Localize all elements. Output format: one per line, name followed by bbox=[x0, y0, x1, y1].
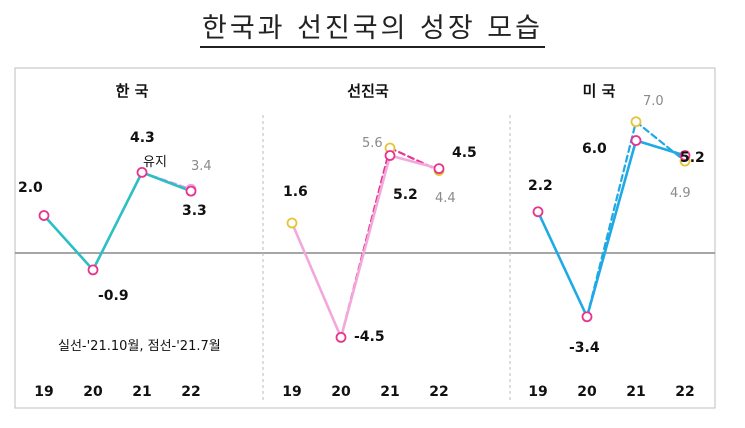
label-korea-21-note: 유지 bbox=[143, 155, 167, 170]
line-us-oct-seg-1 bbox=[585, 139, 638, 319]
line-adv-oct-seg-2 bbox=[388, 154, 441, 170]
marker-us-oct-19 bbox=[532, 206, 544, 218]
line-us-jul-seg-2 bbox=[634, 120, 687, 163]
x-tick-us-22: 22 bbox=[675, 384, 694, 400]
label-adv-19: 1.6 bbox=[283, 184, 308, 200]
label-korea-20: -0.9 bbox=[98, 288, 129, 304]
legend-note: 실선-'21.10월, 점선-'21.7월 bbox=[58, 339, 221, 354]
line-korea-oct-seg-1 bbox=[91, 171, 144, 272]
label-us-20: -3.4 bbox=[569, 340, 600, 356]
marker-us-jul-21 bbox=[630, 116, 642, 128]
label-adv-21-jul: 5.6 bbox=[362, 136, 383, 151]
marker-korea-oct-22 bbox=[185, 185, 197, 197]
label-adv-21: 5.2 bbox=[393, 187, 418, 203]
page-title: 한국과 선진국의 성장 모습 bbox=[0, 6, 745, 48]
chart-frame bbox=[14, 67, 716, 409]
series-layer bbox=[38, 116, 691, 343]
x-tick-us-19: 19 bbox=[528, 384, 547, 400]
label-adv-20: -4.5 bbox=[354, 329, 385, 345]
x-tick-adv-20: 20 bbox=[331, 384, 351, 400]
line-korea-oct-seg-2 bbox=[140, 171, 193, 193]
marker-korea-oct-19 bbox=[38, 210, 50, 221]
line-adv-oct-seg-0 bbox=[290, 221, 343, 339]
marker-adv-oct-20 bbox=[335, 331, 347, 343]
x-tick-us-20: 20 bbox=[577, 384, 597, 400]
label-korea-21: 4.3 bbox=[130, 130, 155, 146]
label-us-22: 5.2 bbox=[680, 150, 705, 166]
label-korea-19: 2.0 bbox=[18, 180, 43, 196]
marker-us-oct-20 bbox=[581, 311, 593, 323]
marker-us-oct-21 bbox=[630, 135, 642, 146]
label-us-21-jul: 7.0 bbox=[643, 94, 664, 109]
marker-adv-oct-22 bbox=[433, 163, 445, 175]
label-korea-22-jul: 3.4 bbox=[191, 159, 212, 174]
x-tick-korea-19: 19 bbox=[34, 384, 53, 400]
x-tick-korea-20: 20 bbox=[83, 384, 103, 400]
label-us-21: 6.0 bbox=[582, 141, 607, 157]
label-us-19: 2.2 bbox=[528, 178, 553, 194]
marker-us-oct-22 bbox=[679, 150, 691, 161]
x-tick-adv-21: 21 bbox=[380, 384, 399, 400]
panel-title-advanced: 선진국 bbox=[347, 82, 389, 100]
label-adv-22-jul: 4.4 bbox=[435, 191, 456, 206]
marker-adv-oct-19 bbox=[286, 217, 298, 229]
label-adv-22: 4.5 bbox=[452, 145, 477, 161]
line-us-oct-seg-2 bbox=[634, 139, 687, 157]
line-us-oct-seg-0 bbox=[536, 210, 589, 319]
label-korea-22: 3.3 bbox=[182, 203, 207, 219]
panel-title-korea: 한 국 bbox=[116, 82, 149, 100]
panel-title-us: 미 국 bbox=[583, 82, 616, 100]
label-us-22-jul: 4.9 bbox=[670, 186, 691, 201]
marker-korea-oct-21 bbox=[136, 166, 148, 178]
x-tick-korea-22: 22 bbox=[181, 384, 200, 400]
x-tick-us-21: 21 bbox=[626, 384, 645, 400]
x-tick-adv-19: 19 bbox=[282, 384, 301, 400]
page-title-text: 한국과 선진국의 성장 모습 bbox=[200, 13, 545, 48]
x-tick-korea-21: 21 bbox=[132, 384, 151, 400]
line-adv-oct-seg-1 bbox=[339, 154, 392, 339]
line-korea-oct-seg-0 bbox=[42, 214, 95, 272]
marker-adv-oct-21 bbox=[384, 150, 396, 161]
marker-korea-oct-20 bbox=[87, 264, 99, 276]
x-tick-adv-22: 22 bbox=[429, 384, 448, 400]
